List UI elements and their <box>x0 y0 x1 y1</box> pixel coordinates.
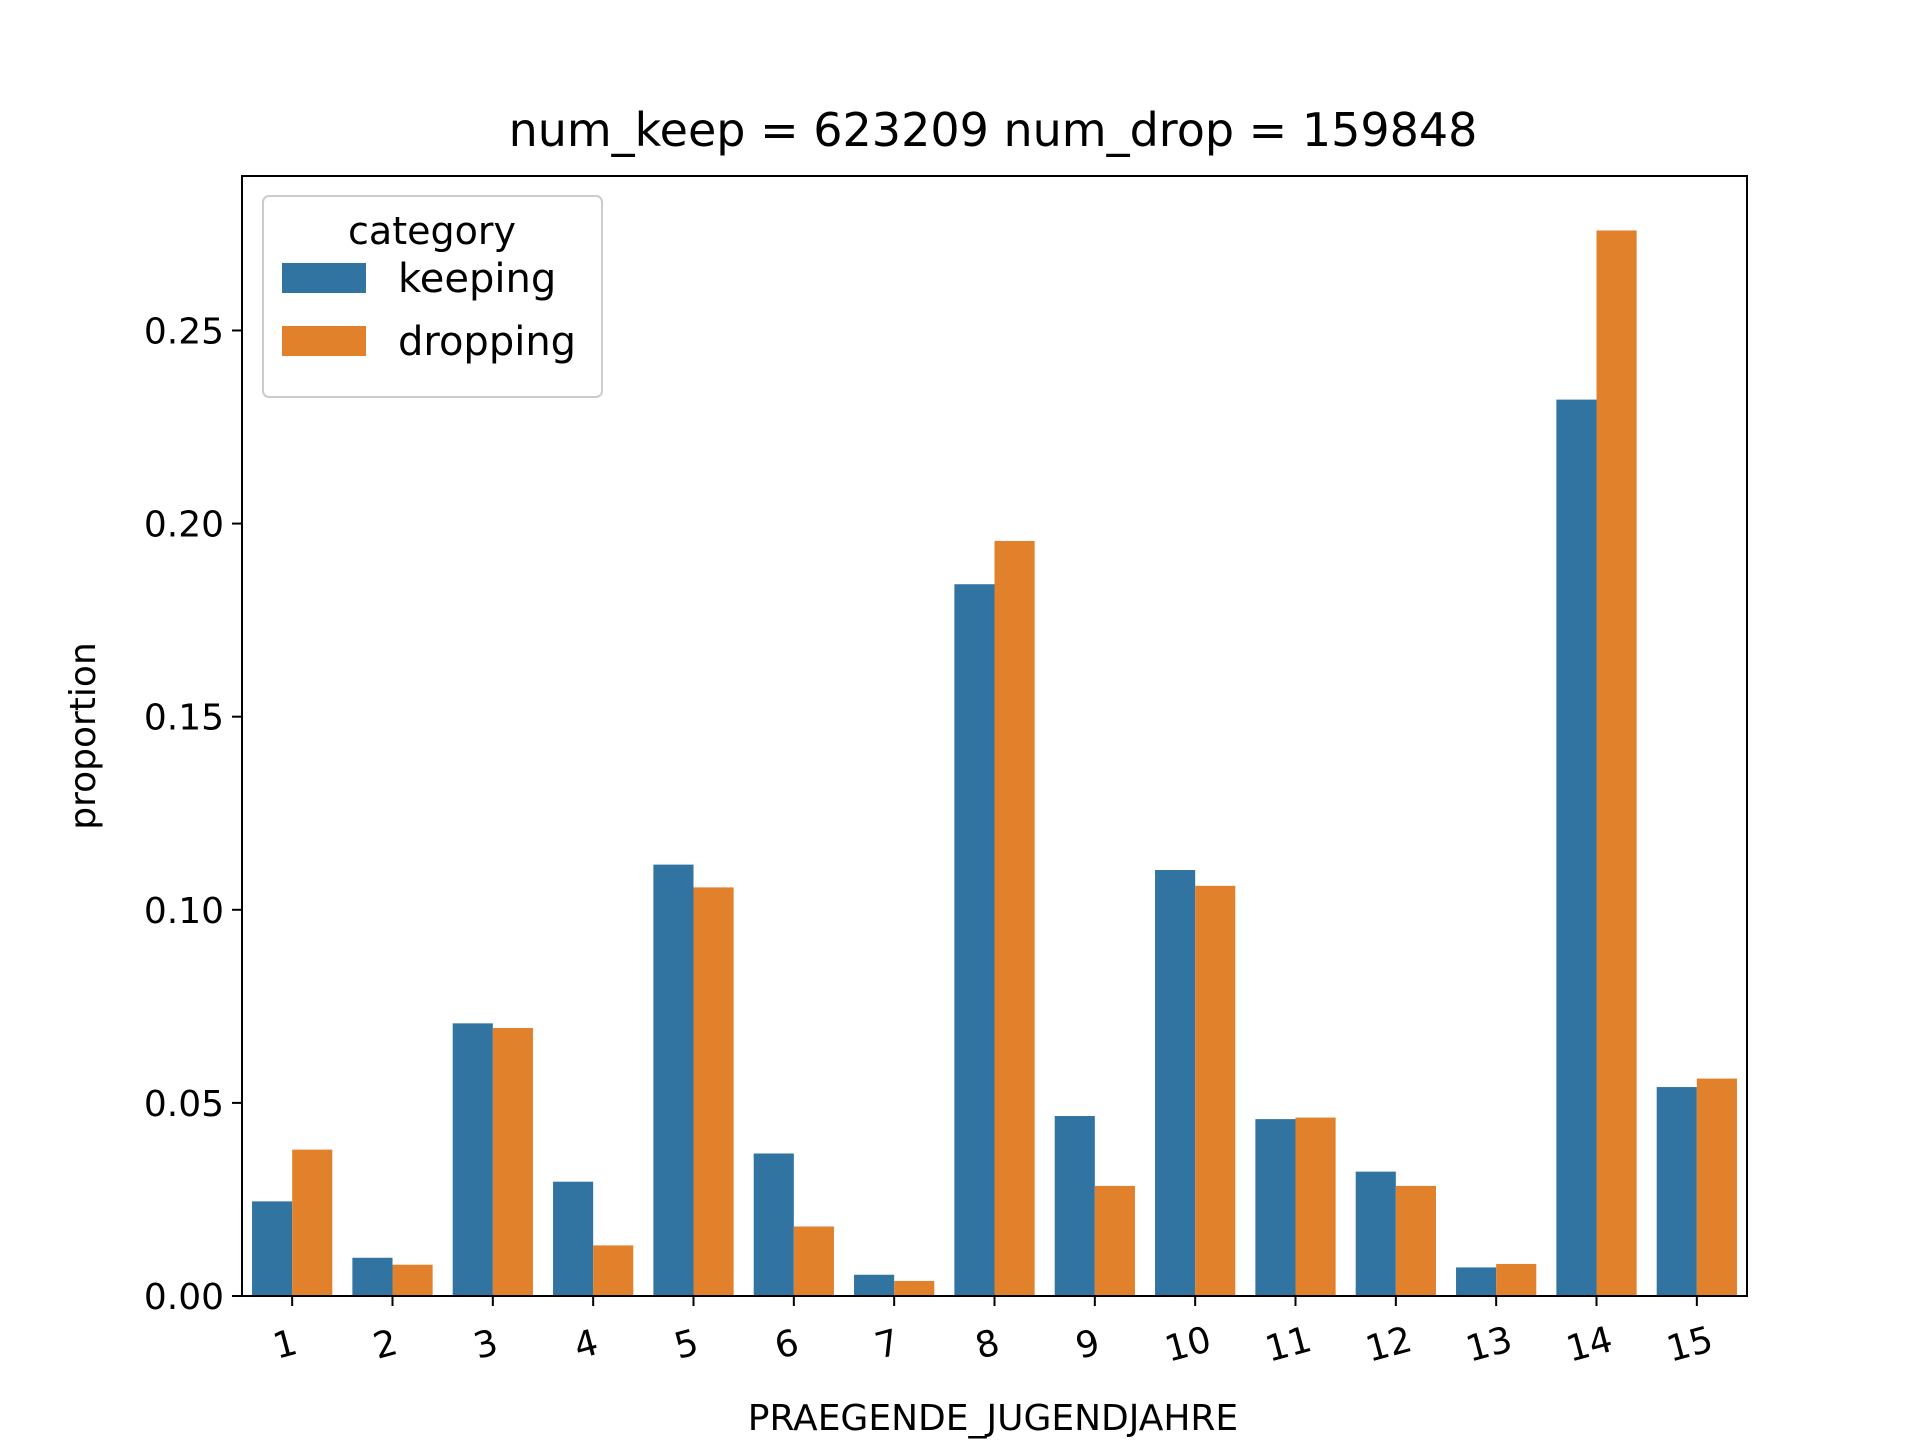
x-tick-label-7: 7 <box>871 1322 904 1368</box>
legend-label-dropping: dropping <box>398 319 576 365</box>
bar-dropping-2 <box>392 1264 433 1296</box>
bar-dropping-5 <box>693 887 734 1296</box>
y-tick-label: 0.10 <box>144 891 224 932</box>
bar-dropping-12 <box>1395 1185 1436 1296</box>
bar-dropping-3 <box>492 1027 533 1296</box>
bar-dropping-15 <box>1696 1078 1737 1296</box>
x-axis: 1 2 3 4 5 6 7 8 9 10 11 12 13 14 15 <box>269 1296 1717 1371</box>
x-tick-label-1: 1 <box>269 1322 302 1368</box>
bar-dropping-6 <box>793 1226 834 1296</box>
legend-swatch-dropping <box>282 326 366 356</box>
bar-dropping-13 <box>1496 1263 1537 1296</box>
bar-dropping-7 <box>894 1280 935 1296</box>
bar-keeping-9 <box>1054 1116 1095 1296</box>
x-tick-label-12: 12 <box>1361 1319 1416 1370</box>
bar-keeping-2 <box>352 1257 393 1296</box>
x-tick-label-2: 2 <box>369 1322 402 1368</box>
bar-dropping-14 <box>1596 230 1637 1296</box>
bar-keeping-13 <box>1456 1267 1497 1296</box>
y-axis: 0.00 0.05 0.10 0.15 0.20 0.25 <box>144 311 242 1318</box>
y-tick-label: 0.20 <box>144 505 224 546</box>
x-tick-label-8: 8 <box>971 1322 1004 1368</box>
legend-swatch-keeping <box>282 263 366 293</box>
chart-title: num_keep = 623209 num_drop = 159848 <box>509 103 1478 157</box>
x-tick-label-6: 6 <box>770 1322 803 1368</box>
x-tick-label-10: 10 <box>1161 1319 1216 1370</box>
bar-keeping-5 <box>653 864 694 1296</box>
x-tick-label-14: 14 <box>1562 1319 1617 1370</box>
bar-dropping-10 <box>1195 885 1236 1296</box>
legend-label-keeping: keeping <box>398 256 556 302</box>
legend: category keeping dropping <box>262 195 603 398</box>
y-tick-label: 0.00 <box>144 1277 224 1318</box>
bar-keeping-11 <box>1255 1119 1296 1296</box>
x-tick-label-15: 15 <box>1662 1319 1717 1370</box>
x-tick-label-3: 3 <box>469 1322 502 1368</box>
x-axis-label: PRAEGENDE_JUGENDJAHRE <box>748 1398 1238 1439</box>
bars-group <box>252 230 1737 1297</box>
bar-keeping-15 <box>1656 1087 1697 1296</box>
bar-dropping-8 <box>994 540 1035 1296</box>
bar-dropping-1 <box>292 1149 333 1296</box>
bar-keeping-10 <box>1155 870 1196 1296</box>
bar-keeping-12 <box>1355 1171 1396 1296</box>
bar-dropping-11 <box>1295 1117 1336 1296</box>
bar-dropping-9 <box>1094 1185 1135 1296</box>
y-axis-label: proportion <box>63 642 104 830</box>
bar-keeping-1 <box>252 1201 293 1296</box>
bar-keeping-7 <box>854 1274 895 1296</box>
x-tick-label-13: 13 <box>1462 1319 1517 1370</box>
legend-items: keeping dropping <box>282 256 576 365</box>
x-tick-label-9: 9 <box>1071 1322 1104 1368</box>
x-tick-label-11: 11 <box>1261 1319 1316 1370</box>
legend-title: category <box>348 209 516 253</box>
x-tick-label-4: 4 <box>570 1322 603 1368</box>
bar-keeping-4 <box>553 1181 594 1296</box>
bar-keeping-8 <box>954 584 995 1296</box>
bar-keeping-3 <box>452 1023 493 1296</box>
y-tick-label: 0.25 <box>144 311 224 352</box>
bar-dropping-4 <box>593 1245 634 1296</box>
y-tick-label: 0.15 <box>144 698 224 739</box>
bar-keeping-14 <box>1556 399 1597 1297</box>
x-tick-label-5: 5 <box>670 1322 703 1368</box>
y-tick-label: 0.05 <box>144 1084 224 1125</box>
bar-keeping-6 <box>753 1153 794 1296</box>
